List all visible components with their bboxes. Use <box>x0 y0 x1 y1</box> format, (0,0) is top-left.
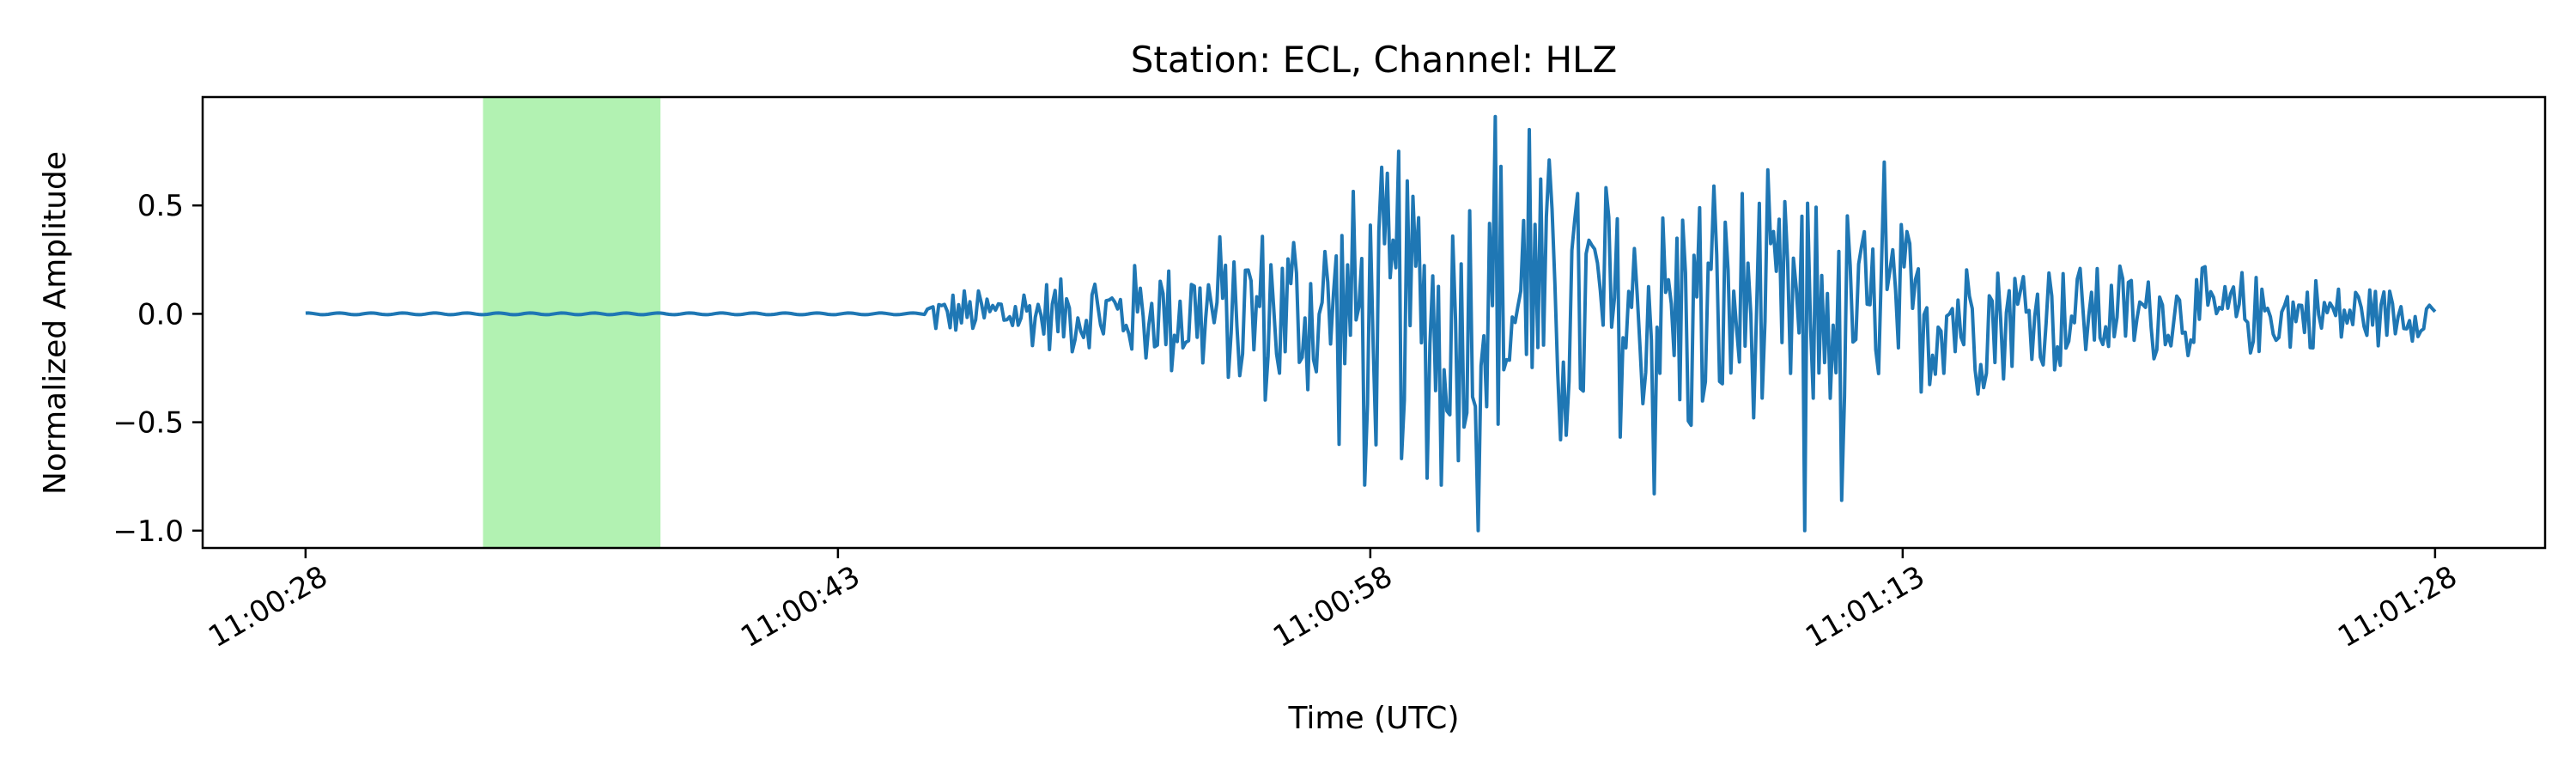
chart-title: Station: ECL, Channel: HLZ <box>1131 39 1617 81</box>
y-axis-label: Normalized Amplitude <box>38 151 73 495</box>
x-tick-label: 11:01:28 <box>2332 559 2463 654</box>
highlight-layer <box>483 97 661 548</box>
y-tick-label: 0.5 <box>137 189 184 223</box>
x-tick-label: 11:01:13 <box>1800 559 1930 654</box>
plot-frame <box>201 95 2547 550</box>
x-axis: 11:00:28 11:00:43 11:00:58 11:01:13 11:01:28 <box>203 548 2463 654</box>
y-tick-label: 0.0 <box>137 297 184 332</box>
y-tick-label: −1.0 <box>112 514 184 549</box>
x-axis-label: Time (UTC) <box>1287 701 1459 736</box>
x-tick-label: 11:00:28 <box>203 559 333 654</box>
x-tick-label: 11:00:58 <box>1267 559 1398 654</box>
series-layer <box>305 114 2437 533</box>
waveform-line <box>305 114 2437 533</box>
y-axis: 0.5 0.0 −0.5 −1.0 <box>112 189 203 549</box>
highlight-window <box>483 97 661 548</box>
x-tick-label: 11:00:43 <box>735 559 866 654</box>
y-tick-label: −0.5 <box>112 406 184 441</box>
